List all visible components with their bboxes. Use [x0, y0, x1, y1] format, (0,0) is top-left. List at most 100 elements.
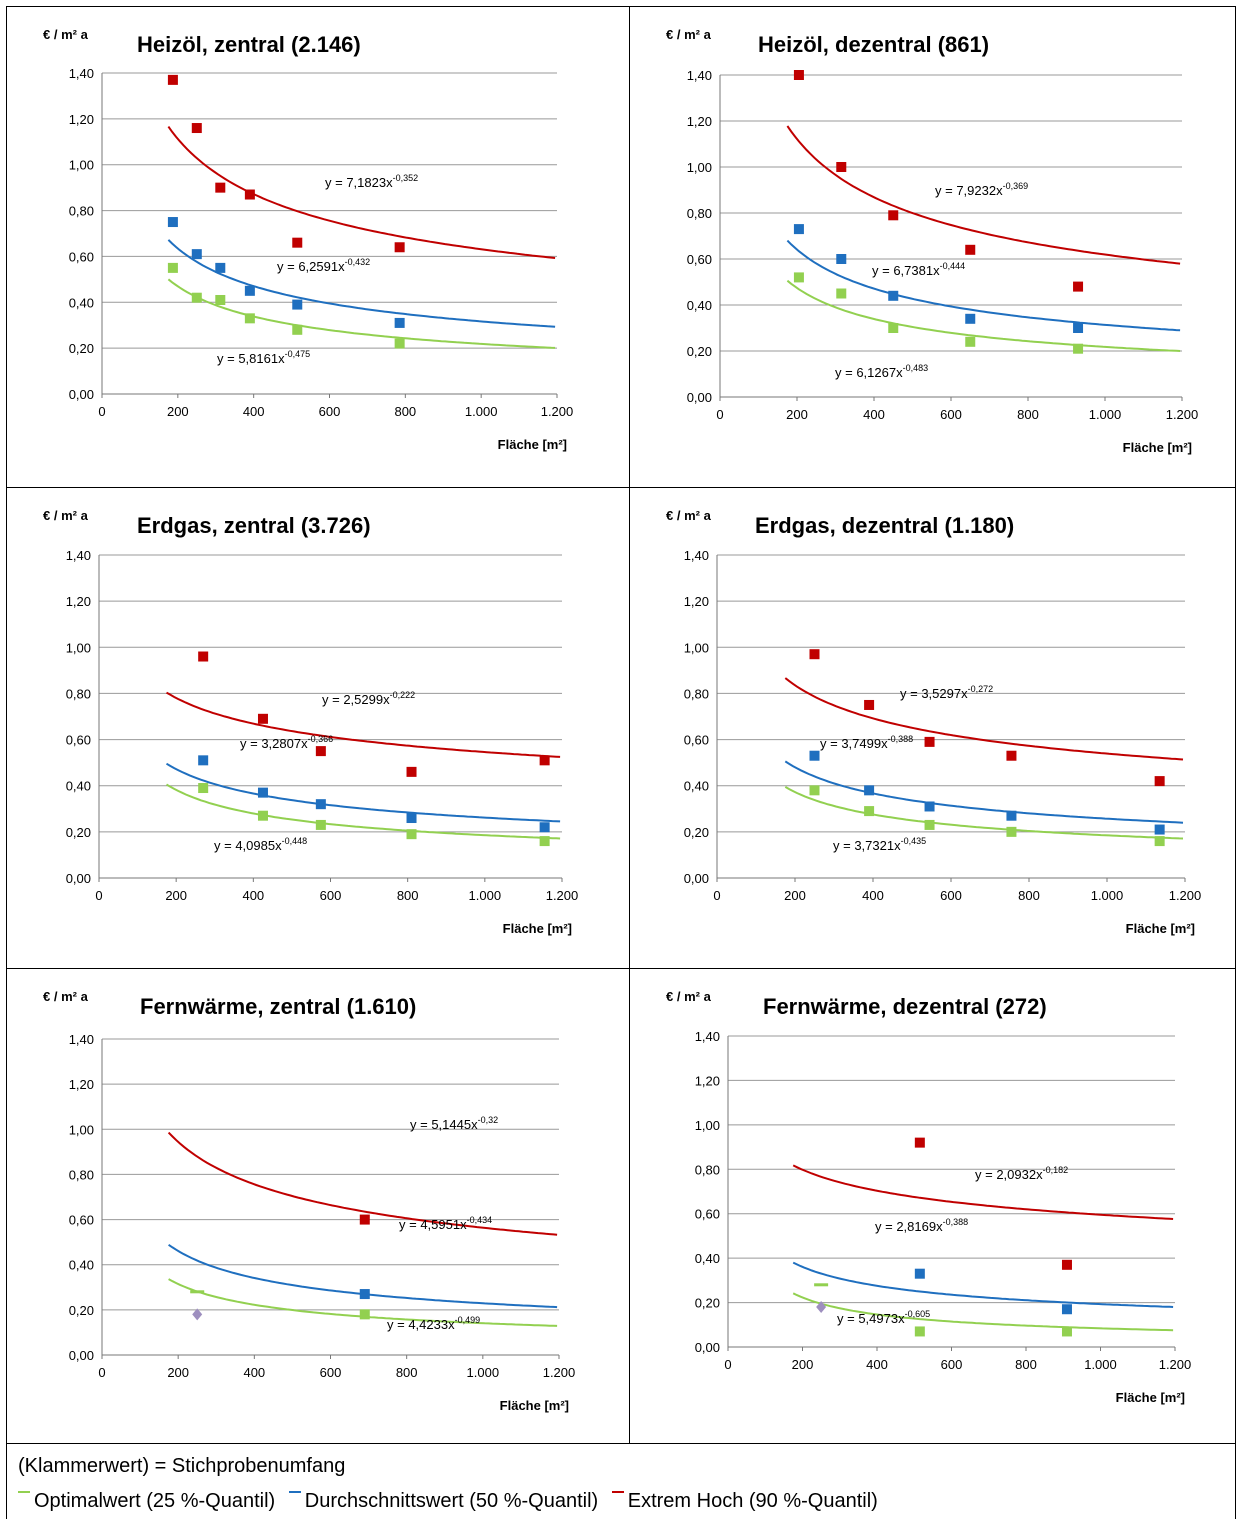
point-average	[539, 822, 550, 833]
trendline-average	[786, 239, 1181, 332]
trendline-average	[784, 760, 1184, 824]
point-optimal	[1006, 826, 1017, 837]
point-optimal	[244, 313, 255, 324]
legend-label-high: Extrem Hoch (90 %-Quantil)	[627, 1490, 878, 1512]
point-optimal	[215, 294, 226, 305]
y-tick-label: 1,00	[69, 158, 94, 173]
x-axis-label: Fläche [m²]	[500, 1398, 569, 1413]
point-optimal	[198, 783, 209, 794]
trendline-optimal	[167, 278, 556, 349]
point-high	[406, 766, 417, 777]
point-average	[215, 262, 226, 273]
x-tick-label: 1.200	[1169, 888, 1202, 903]
y-axis-unit: € / m² a	[666, 508, 712, 523]
y-tick-label: 1,40	[66, 548, 91, 563]
trend-equation-average: y = 6,2591x-0,432	[277, 257, 370, 274]
y-tick-label: 0,40	[695, 1251, 720, 1266]
x-tick-label: 200	[784, 888, 806, 903]
x-tick-label: 600	[940, 888, 962, 903]
y-tick-label: 1,40	[69, 66, 94, 81]
x-tick-label: 400	[243, 404, 265, 419]
point-high	[292, 237, 303, 248]
trendline-optimal	[792, 1292, 1174, 1332]
y-tick-label: 0,60	[66, 733, 91, 748]
y-tick-label: 0,00	[695, 1340, 720, 1355]
legend-item-average: Durchschnittswert (50 %-Quantil)	[288, 1490, 604, 1512]
trendline-high	[784, 677, 1184, 761]
y-tick-label: 0,80	[69, 1167, 94, 1182]
trend-equation-high: y = 7,1823x-0,352	[325, 173, 418, 190]
point-high	[836, 162, 847, 172]
y-tick-label: 0,80	[687, 206, 712, 221]
y-tick-label: 0,80	[695, 1162, 720, 1177]
point-average	[257, 787, 268, 798]
grid-rule	[6, 6, 7, 1519]
point-optimal	[914, 1326, 925, 1337]
y-tick-label: 0,60	[69, 1213, 94, 1228]
point-optimal	[406, 829, 417, 840]
point-average	[924, 801, 935, 812]
trend-equation-average: y = 6,7381x-0,444	[872, 261, 965, 278]
y-tick-label: 0,00	[687, 390, 712, 405]
point-high	[359, 1214, 370, 1225]
y-tick-label: 1,00	[66, 640, 91, 655]
y-tick-label: 0,00	[69, 1348, 94, 1363]
trend-equation-optimal: y = 4,4233x-0,499	[387, 1315, 480, 1332]
trend-equation-high: y = 5,1445x-0,32	[410, 1115, 498, 1132]
y-tick-label: 1,20	[695, 1073, 720, 1088]
trend-equation-average: y = 2,8169x-0,388	[875, 1217, 968, 1234]
point-optimal	[539, 836, 550, 847]
y-tick-label: 0,20	[66, 825, 91, 840]
x-tick-label: 0	[98, 404, 105, 419]
x-tick-label: 1.200	[543, 1365, 576, 1380]
point-optimal	[836, 288, 847, 299]
x-axis-label: Fläche [m²]	[1123, 440, 1192, 455]
x-tick-label: 200	[167, 1365, 189, 1380]
point-high	[914, 1137, 925, 1148]
point-average	[1154, 824, 1165, 835]
point-optimal-dash	[814, 1283, 829, 1287]
chart-panel-erdgas-zentral: Erdgas, zentral (3.726) € / m² a 0,00 0,20 0…	[7, 488, 629, 968]
legend-item-high: Extrem Hoch (90 %-Quantil)	[611, 1490, 878, 1512]
chart-title: Erdgas, zentral (3.726)	[137, 513, 371, 538]
x-tick-label: 600	[320, 1365, 342, 1380]
grid-rule	[6, 968, 1236, 969]
trendline-optimal	[784, 786, 1184, 840]
y-axis-unit: € / m² a	[43, 989, 89, 1004]
point-outlier	[192, 1308, 203, 1321]
x-tick-label: 1.200	[1159, 1357, 1192, 1372]
trend-equation-average: y = 3,7499x-0,388	[820, 734, 913, 751]
point-average	[1061, 1304, 1072, 1315]
legend-label-average: Durchschnittswert (50 %-Quantil)	[304, 1490, 599, 1512]
chart-panel-erdgas-dezentral: Erdgas, dezentral (1.180) € / m² a 0,00 0,2…	[630, 488, 1235, 968]
point-high	[539, 755, 550, 766]
x-tick-label: 1.000	[1089, 407, 1122, 422]
x-tick-label: 0	[716, 407, 723, 422]
point-optimal-dash	[190, 1290, 205, 1294]
y-tick-label: 1,20	[684, 594, 709, 609]
x-tick-label: 200	[165, 888, 187, 903]
point-average	[167, 217, 178, 228]
chart-panel-fernwaerme-dezentral: Fernwärme, dezentral (272) € / m² a 0,00 0,…	[630, 969, 1235, 1443]
trendline-high	[167, 1131, 558, 1236]
point-high	[1006, 750, 1017, 761]
legend-swatch-average	[288, 1491, 301, 1493]
x-tick-label: 800	[397, 888, 419, 903]
y-tick-label: 0,60	[687, 252, 712, 267]
y-tick-label: 0,20	[695, 1296, 720, 1311]
chart-panel-heizoel-dezentral: Heizöl, dezentral (861) € / m² a 0,00 0,20 0…	[630, 7, 1235, 487]
y-tick-label: 1,20	[66, 594, 91, 609]
x-tick-label: 200	[792, 1357, 814, 1372]
point-high	[244, 189, 255, 200]
x-tick-label: 800	[396, 1365, 418, 1380]
x-tick-label: 1.000	[465, 404, 498, 419]
point-average	[793, 224, 804, 235]
x-tick-label: 600	[320, 888, 342, 903]
point-high	[1154, 776, 1165, 787]
y-tick-label: 0,60	[684, 733, 709, 748]
x-tick-label: 400	[862, 888, 884, 903]
x-tick-label: 600	[940, 407, 962, 422]
y-axis-unit: € / m² a	[43, 508, 89, 523]
trend-equation-average: y = 3,2807x-0,366	[240, 734, 333, 751]
